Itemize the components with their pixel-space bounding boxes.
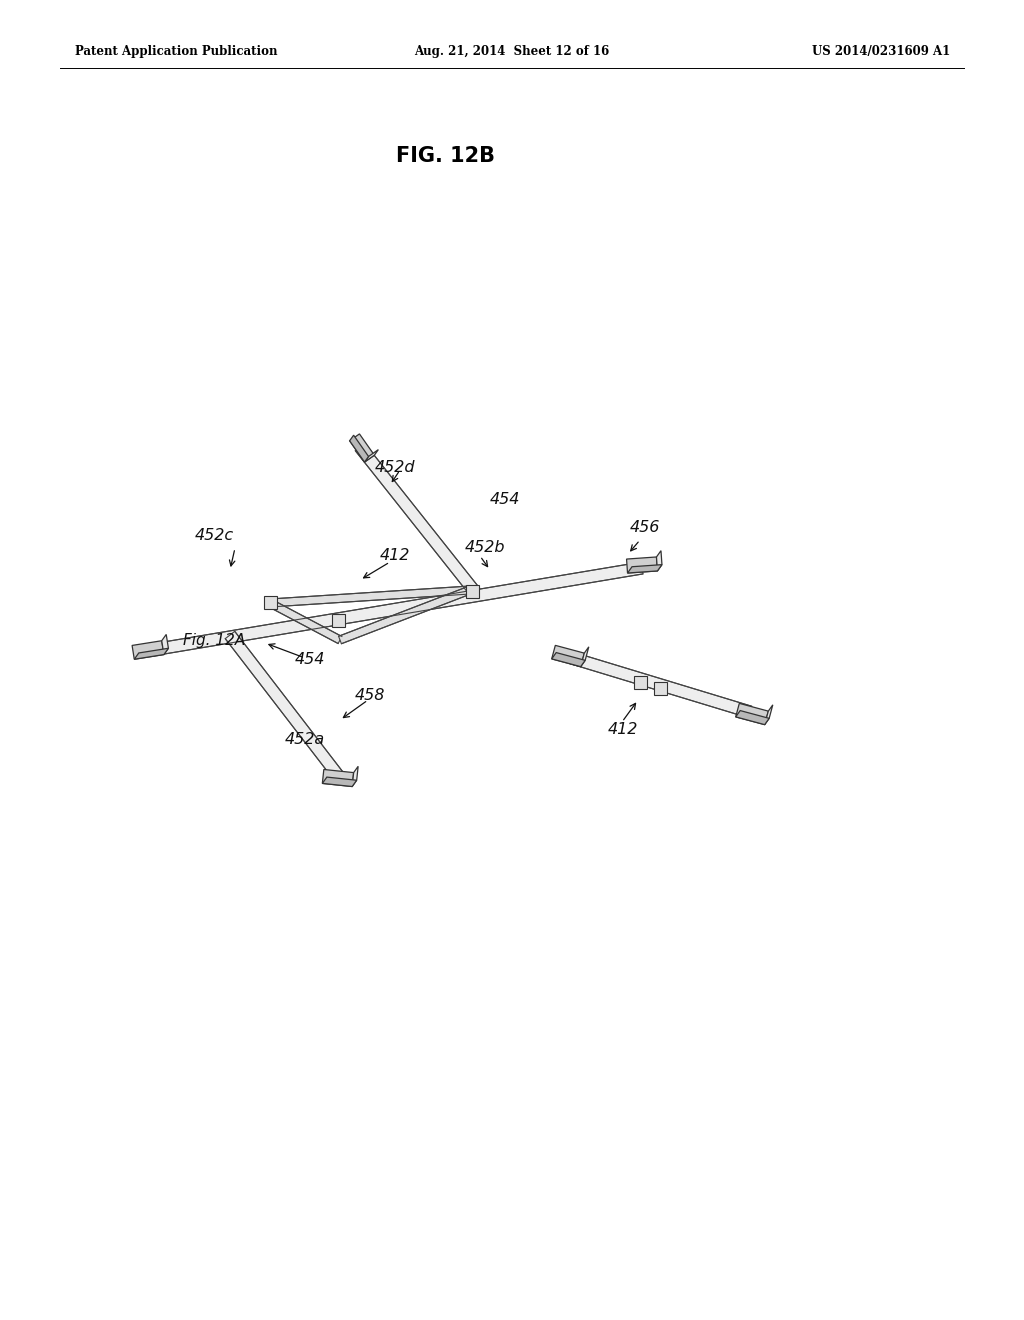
- Polygon shape: [628, 565, 662, 573]
- Bar: [332, 614, 344, 627]
- Text: 456: 456: [630, 520, 660, 536]
- Text: 454: 454: [295, 652, 326, 668]
- Polygon shape: [735, 704, 768, 725]
- Polygon shape: [552, 652, 585, 667]
- Polygon shape: [349, 436, 369, 462]
- Polygon shape: [349, 434, 375, 462]
- Polygon shape: [570, 652, 752, 718]
- Text: Fig. 12A: Fig. 12A: [183, 632, 246, 648]
- Polygon shape: [365, 450, 379, 462]
- Text: Patent Application Publication: Patent Application Publication: [75, 45, 278, 58]
- Polygon shape: [269, 586, 470, 607]
- Text: Aug. 21, 2014  Sheet 12 of 16: Aug. 21, 2014 Sheet 12 of 16: [415, 45, 609, 58]
- Text: FIG. 12B: FIG. 12B: [396, 145, 495, 166]
- Bar: [466, 585, 478, 598]
- Polygon shape: [323, 777, 356, 787]
- Bar: [263, 595, 276, 609]
- Polygon shape: [268, 599, 342, 644]
- Polygon shape: [656, 550, 662, 572]
- Text: 458: 458: [355, 688, 385, 702]
- Text: US 2014/0231609 A1: US 2014/0231609 A1: [812, 45, 950, 58]
- Polygon shape: [552, 645, 585, 667]
- Polygon shape: [627, 557, 657, 573]
- Polygon shape: [581, 647, 589, 667]
- Text: 454: 454: [490, 492, 520, 507]
- Polygon shape: [134, 648, 168, 659]
- Text: 412: 412: [608, 722, 638, 738]
- Polygon shape: [323, 770, 353, 787]
- Polygon shape: [151, 562, 643, 656]
- Bar: [653, 681, 667, 694]
- Text: 412: 412: [380, 548, 411, 562]
- Text: 452a: 452a: [285, 733, 326, 747]
- Polygon shape: [352, 767, 358, 787]
- Polygon shape: [225, 631, 345, 781]
- Polygon shape: [339, 586, 471, 644]
- Polygon shape: [735, 710, 769, 725]
- Polygon shape: [765, 705, 773, 725]
- Text: 452b: 452b: [465, 540, 506, 556]
- Polygon shape: [132, 640, 164, 659]
- Polygon shape: [355, 444, 479, 595]
- Text: 452c: 452c: [195, 528, 234, 543]
- Bar: [634, 676, 646, 689]
- Polygon shape: [162, 635, 168, 655]
- Text: 452d: 452d: [375, 459, 416, 474]
